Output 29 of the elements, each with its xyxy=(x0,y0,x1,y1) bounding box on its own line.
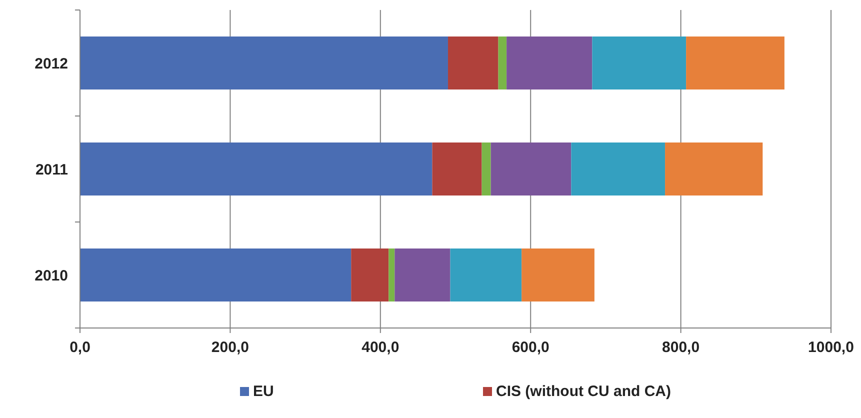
bar xyxy=(351,248,389,302)
bar xyxy=(498,36,507,90)
bar xyxy=(686,36,784,90)
y-tick-label: 2012 xyxy=(34,55,68,72)
bar xyxy=(571,142,666,196)
legend-label: CIS (without CU and CA) xyxy=(496,383,671,400)
bar xyxy=(80,36,448,90)
bar xyxy=(522,248,594,302)
x-tick-label: 0,0 xyxy=(70,339,90,356)
x-tick-label: 800,0 xyxy=(662,339,700,356)
y-tick-label: 2011 xyxy=(35,161,68,178)
bar xyxy=(80,142,432,196)
bar xyxy=(80,248,352,302)
legend-label: EU xyxy=(253,383,274,400)
bar xyxy=(388,248,395,302)
y-tick-label: 2010 xyxy=(34,267,68,284)
x-tick-label: 1000,0 xyxy=(808,339,854,356)
bar xyxy=(490,142,572,196)
bar xyxy=(506,36,592,90)
x-tick-label: 400,0 xyxy=(362,339,400,356)
bar xyxy=(450,248,522,302)
bar xyxy=(394,248,450,302)
bar xyxy=(432,142,482,196)
bar xyxy=(448,36,498,90)
x-tick-label: 200,0 xyxy=(211,339,249,356)
bar xyxy=(665,142,763,196)
x-tick-label: 600,0 xyxy=(512,339,550,356)
bar xyxy=(592,36,686,90)
bar xyxy=(482,142,491,196)
